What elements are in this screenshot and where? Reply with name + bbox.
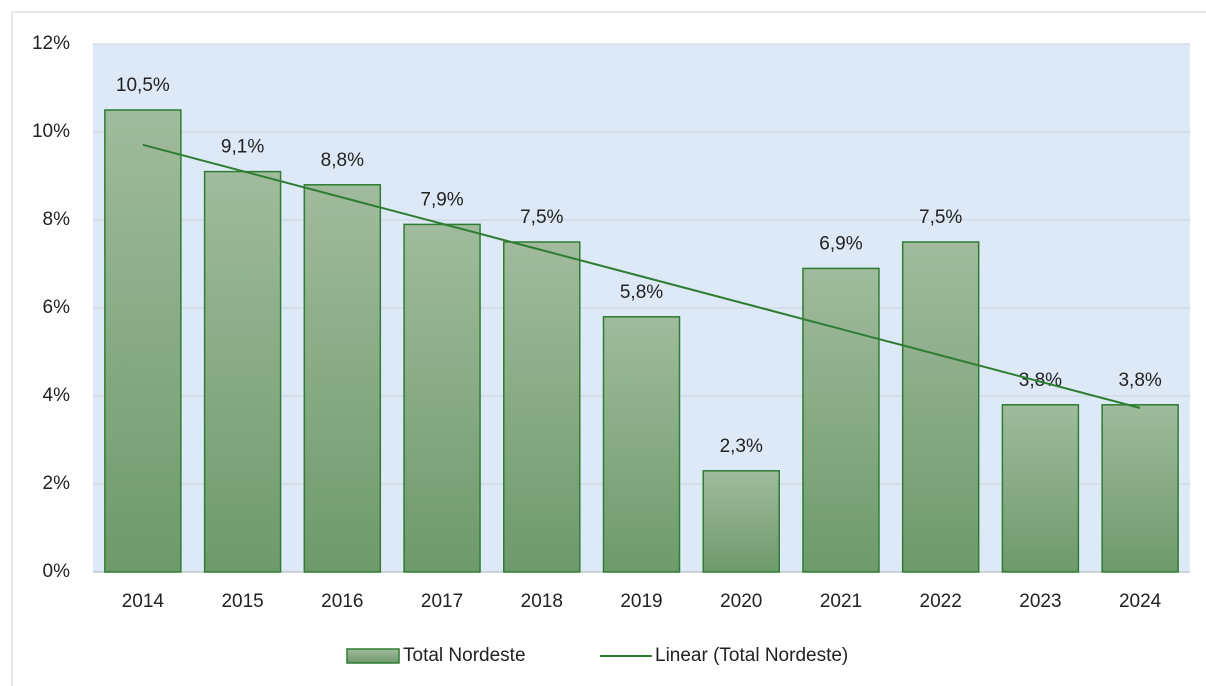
trendline	[142, 143, 1141, 409]
data-label: 6,9%	[819, 233, 862, 254]
data-label: 5,8%	[620, 282, 663, 303]
y-tick-label: 8%	[43, 209, 71, 230]
x-tick-label: 2024	[1119, 591, 1162, 612]
data-label: 3,8%	[1118, 370, 1161, 391]
x-tick-label: 2017	[421, 591, 463, 612]
x-tick-label: 2019	[620, 591, 662, 612]
y-tick-label: 12%	[32, 33, 70, 54]
bar	[503, 241, 581, 573]
legend-label: Linear (Total Nordeste)	[655, 645, 848, 666]
bar	[1001, 404, 1080, 573]
y-tick-label: 2%	[43, 473, 71, 494]
bar	[104, 109, 182, 573]
data-label: 8,8%	[321, 150, 364, 171]
bar	[1101, 404, 1179, 573]
data-label: 7,9%	[420, 189, 463, 210]
bar	[403, 223, 481, 573]
y-tick-label: 10%	[32, 121, 70, 142]
data-label: 9,1%	[221, 137, 264, 158]
bar	[901, 241, 980, 573]
data-label: 3,8%	[1019, 370, 1062, 391]
data-label: 10,5%	[116, 75, 170, 96]
bar	[802, 267, 880, 573]
x-tick-label: 2022	[920, 591, 962, 612]
bar	[303, 184, 382, 573]
y-tick-label: 6%	[43, 297, 71, 318]
x-tick-label: 2015	[221, 591, 263, 612]
x-tick-label: 2014	[122, 591, 165, 612]
data-label: 7,5%	[520, 207, 563, 228]
bar	[702, 470, 780, 573]
legend-swatch	[346, 648, 400, 664]
bar	[203, 170, 282, 573]
legend-label: Total Nordeste	[403, 645, 526, 666]
data-label: 2,3%	[720, 436, 763, 457]
x-tick-label: 2020	[720, 591, 762, 612]
x-tick-label: 2021	[820, 591, 862, 612]
x-tick-label: 2023	[1019, 591, 1061, 612]
y-tick-label: 4%	[43, 385, 71, 406]
x-tick-label: 2016	[321, 591, 363, 612]
y-tick-label: 0%	[43, 561, 71, 582]
x-tick-label: 2018	[521, 591, 563, 612]
data-label: 7,5%	[919, 207, 962, 228]
bar	[602, 316, 681, 573]
